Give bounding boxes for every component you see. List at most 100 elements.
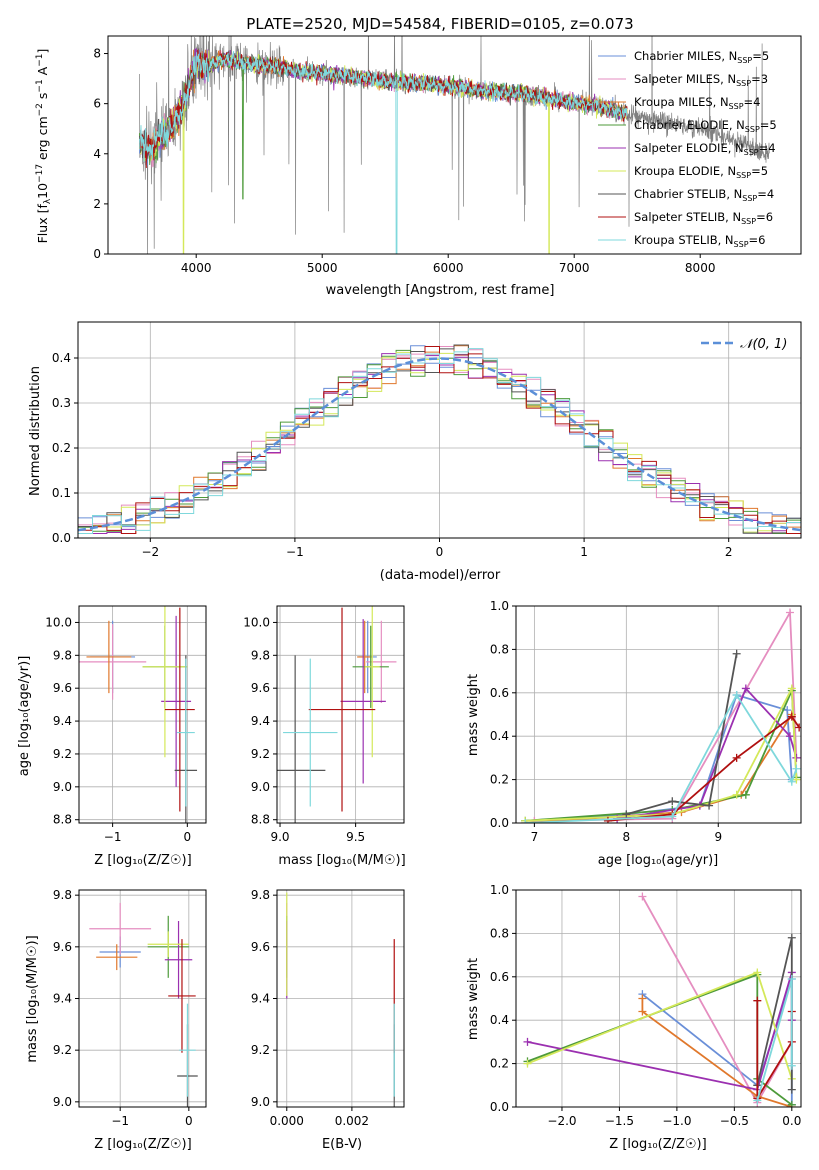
errorbar-point-5	[364, 606, 380, 758]
x-tick-label: 8000	[685, 261, 716, 275]
series-marker	[521, 819, 530, 823]
errorbar-point-6	[277, 655, 326, 823]
age-vs-metallicity-ylabel: age [log₁₀(age/yr)]	[17, 656, 32, 777]
series-marker	[638, 1007, 647, 1016]
series-marker	[787, 1085, 796, 1094]
spectrum-plot: 4000 5000 6000 7000 8000 0 2 4 6 8	[93, 35, 802, 275]
y-tick-label: 9.6	[53, 940, 72, 954]
series-marker	[792, 775, 801, 784]
errorbar-point-4	[340, 619, 386, 784]
plot-area	[78, 344, 801, 534]
x-tick-label: 0.0	[782, 1114, 801, 1128]
series-marker	[787, 777, 796, 786]
series-marker	[795, 723, 801, 732]
y-tick-label: 9.4	[251, 714, 270, 728]
y-tick-label: 0.6	[490, 970, 509, 984]
series-marker	[783, 706, 792, 715]
x-tick-label: 0	[185, 1114, 193, 1128]
x-tick-label: 7000	[559, 261, 590, 275]
y-tick-label: 0.1	[52, 486, 71, 500]
y-tick-label: 8	[93, 47, 101, 61]
x-tick-label: −1.5	[605, 1114, 634, 1128]
legend-entry: Salpeter STELIB, NSSP=6	[598, 210, 773, 226]
mass-vs-metallicity-ylabel: mass [log₁₀(M/M☉)]	[25, 935, 40, 1062]
x-tick-label: −1	[111, 1114, 129, 1128]
spectrum-legend: Chabrier MILES, NSSP=5 Salpeter MILES, N…	[598, 49, 777, 249]
series-marker	[523, 1037, 532, 1046]
x-tick-label: 9.5	[346, 830, 365, 844]
plot-area	[286, 892, 395, 1107]
series-marker	[668, 812, 677, 821]
series-marker	[741, 790, 750, 799]
y-tick-label: 9.2	[251, 747, 270, 761]
mass-weight-vs-metallicity-plot: −2.0 −1.5 −1.0 −0.5 0.0 0.0 0.2 0.4 0.6 0.8 1.0	[490, 883, 802, 1128]
y-tick-label: 4	[93, 147, 101, 161]
x-tick-label: 2	[725, 545, 733, 559]
errorbar-point-7	[308, 607, 376, 812]
y-tick-label: 0.4	[52, 351, 71, 365]
errorbar-point-8	[283, 658, 338, 807]
mass-weight-vs-metallicity-ylabel: mass weight	[466, 958, 481, 1040]
spectrum-ylabel: Flux [fλ10−17 erg cm−2 s−1 A−1]	[35, 49, 53, 244]
y-tick-label: 9.2	[251, 1043, 270, 1057]
y-tick-label: 0.2	[490, 773, 509, 787]
gaussian-curve	[78, 357, 801, 532]
y-tick-label: 10.0	[243, 615, 270, 629]
x-tick-label: 0	[184, 830, 192, 844]
y-tick-label: 0.0	[490, 816, 509, 830]
residual-xlabel: (data-model)/error	[380, 568, 501, 583]
errorbar-point-8	[179, 1003, 196, 1097]
x-tick-label: 0.002	[335, 1114, 369, 1128]
series-marker	[792, 764, 801, 773]
residual-ylabel: Normed distribution	[28, 366, 43, 496]
series-marker	[753, 996, 762, 1005]
series-marker	[732, 690, 741, 699]
y-tick-label: 9.6	[251, 940, 270, 954]
mass-weight-vs-age-xlabel: age [log₁₀(age/yr)]	[598, 853, 719, 868]
age-vs-metallicity-plot: −1 0 8.8 9.0 9.2 9.4 9.6 9.8 10.0	[45, 605, 207, 844]
series-marker	[622, 810, 631, 819]
y-tick-label: 9.2	[53, 747, 72, 761]
y-tick-label: 0.8	[490, 642, 509, 656]
x-tick-label: −2	[141, 545, 159, 559]
x-tick-label: 4000	[181, 261, 212, 275]
residual-histogram-8	[78, 348, 801, 534]
x-tick-label: 7	[531, 830, 539, 844]
y-tick-label: 9.0	[53, 1095, 72, 1109]
axes-frame	[515, 605, 802, 824]
legend-entry: Chabrier STELIB, NSSP=4	[598, 187, 774, 203]
x-tick-label: 1	[580, 545, 588, 559]
svg-text:Chabrier MILES, NSSP=5: Chabrier MILES, NSSP=5	[634, 49, 769, 65]
y-tick-label: 9.8	[251, 888, 270, 902]
y-tick-label: 2	[93, 197, 101, 211]
series-line	[626, 653, 738, 816]
mass-weight-series-8	[521, 690, 801, 823]
plot-area	[523, 892, 796, 1107]
series-marker	[792, 753, 801, 762]
x-tick-label: 0.000	[270, 1114, 304, 1128]
svg-text:Chabrier ELODIE, NSSP=5: Chabrier ELODIE, NSSP=5	[634, 118, 777, 134]
x-tick-label: 0	[436, 545, 444, 559]
y-tick-label: 0.2	[490, 1057, 509, 1071]
model-spectrum-8	[139, 50, 628, 254]
legend-entry: Kroupa STELIB, NSSP=6	[598, 233, 765, 249]
y-tick-label: 8.8	[251, 813, 270, 827]
y-tick-label: 0.2	[52, 441, 71, 455]
y-tick-label: 9.0	[251, 780, 270, 794]
series-marker	[785, 608, 794, 617]
errorbar-point-2	[96, 944, 138, 971]
series-marker	[787, 974, 796, 983]
y-tick-label: 6	[93, 97, 101, 111]
y-tick-label: 8.8	[53, 813, 72, 827]
series-marker	[603, 816, 612, 823]
series-marker	[705, 801, 714, 810]
plot-area	[277, 606, 397, 823]
svg-text:Kroupa MILES, NSSP=4: Kroupa MILES, NSSP=4	[634, 95, 760, 111]
errorbar-point-7	[168, 939, 196, 1053]
series-marker	[753, 1096, 762, 1105]
y-tick-label: 9.8	[53, 648, 72, 662]
y-tick-label: 9.6	[53, 681, 72, 695]
mass-weight-vs-age-plot: 7 8 9 0.0 0.2 0.4 0.6 0.8 1.0	[490, 599, 802, 844]
y-tick-label: 0.4	[490, 1013, 509, 1027]
